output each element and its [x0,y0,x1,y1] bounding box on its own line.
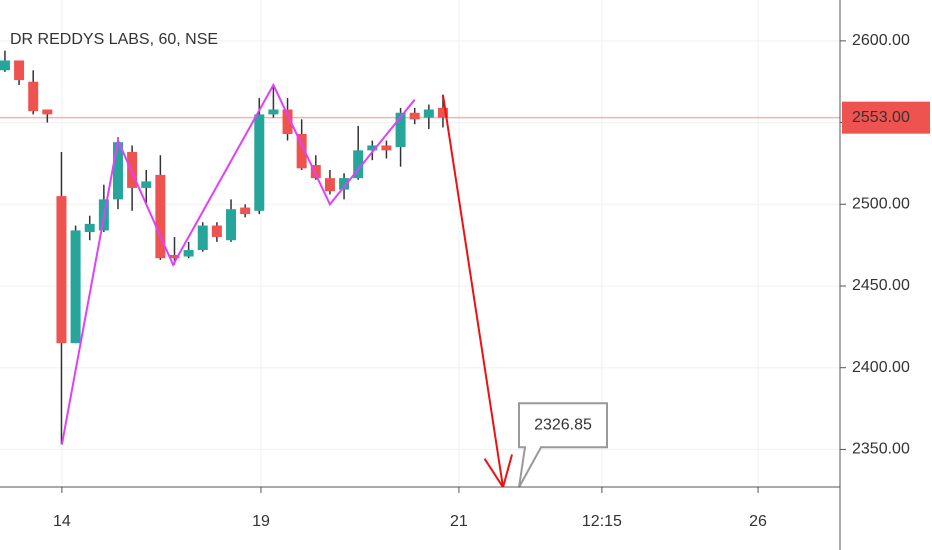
last-price-box [842,101,930,134]
candle-body [381,145,392,151]
candle-body [183,250,194,257]
y-tick-label: 2500.00 [852,195,910,212]
candle-body [367,145,378,151]
candle-body [353,150,364,179]
x-tick-label: 12:15 [582,513,622,530]
candle-body [254,114,265,211]
candle-body [197,225,208,251]
x-tick-label: 19 [252,513,270,530]
annotation-box [518,402,609,488]
candle-body [112,142,123,200]
x-tick-label: 21 [450,513,468,530]
candle-body [169,254,180,259]
candle-body [268,109,279,115]
candle-body [141,181,152,188]
candle-body [28,81,39,112]
candle-body [339,178,350,190]
projection-arrow [441,94,504,488]
candle-body [324,178,335,192]
candle-body [282,109,293,135]
y-tick-label: 2350.00 [852,441,910,458]
annotation-label: 2326.85 [534,416,592,433]
candle-body [423,109,434,118]
candle-body [70,230,81,344]
chart-title: DR REDDYS LABS, 60, NSE [10,31,218,48]
arrow-head [483,458,504,488]
candle-body [310,165,321,179]
candle-body [155,174,166,259]
candle-body [226,209,237,241]
x-tick-label: 14 [53,513,71,530]
candle-body [211,225,222,237]
zigzag-line [60,82,416,445]
candle-body [56,196,67,344]
y-tick-label: 2450.00 [852,277,910,294]
last-price-label: 2553.00 [852,109,910,126]
y-tick-label: 2600.00 [852,32,910,49]
x-tick-label: 26 [749,513,767,530]
candle-body [395,112,406,148]
candle-body [14,60,25,81]
arrow-head [502,454,513,488]
y-tick-label: 2400.00 [852,359,910,376]
candle-body [296,134,307,169]
candle-body [437,107,448,118]
candle-body [240,207,251,215]
candle-body [0,60,10,71]
candle-body [42,109,53,115]
candle-body [409,112,420,120]
candle-body [84,223,95,233]
